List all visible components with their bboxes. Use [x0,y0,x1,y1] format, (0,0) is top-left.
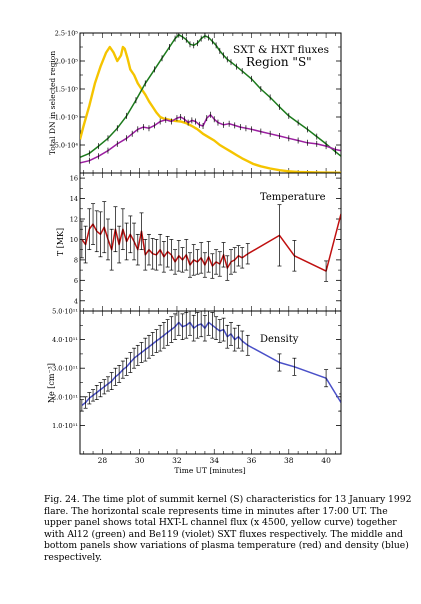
x-tick-label: 28 [98,456,108,465]
density-y-tick-label: 3.0·10¹¹ [52,365,78,373]
density-series [80,311,341,412]
temperature-y-tick-label: 10 [70,236,78,244]
flux-y-tick-label: 1.5·10⁵ [55,86,79,94]
hxt-line [80,45,341,173]
temperature-line [81,213,341,272]
flux-y-tick-label: 5.0·10⁴ [55,142,79,150]
x-tick-label: 36 [247,456,257,465]
x-tick-label: 40 [321,456,331,465]
figure-caption: Fig. 24. The time plot of summit kernel … [44,494,412,563]
flux-y-tick-label: 1.0·10⁵ [55,114,79,122]
temperature-y-tick-label: 4 [74,297,78,305]
density-y-tick-label: 5.0·10¹¹ [52,308,78,316]
density-panel: 1.0·10¹¹ 2.0·10¹¹ 3.0·10¹¹ 4.0·10¹¹ 5.0·10¹¹… [47,308,342,455]
flux-panel-title: SXT & HXT fluxes [233,44,329,56]
x-tick-label: 30 [135,456,145,465]
al12-series [80,33,341,161]
density-panel-title: Density [260,334,299,345]
temperature-series [80,187,341,282]
x-axis-ticks: 28 30 32 34 36 38 40 [98,456,331,465]
x-axis-label: Time UT [minutes] [174,466,245,475]
density-y-tick-label: 2.0·10¹¹ [52,393,78,401]
temperature-y-tick-label: 14 [70,195,78,203]
flux-y-axis-label: Total DN in selected region [48,51,57,155]
x-tick-label: 34 [209,456,219,465]
temperature-y-axis-label: T [MK] [56,228,65,256]
temperature-y-tick-label: 16 [70,175,78,183]
temperature-panel-title: Temperature [260,192,326,203]
density-y-tick-label: 4.0·10¹¹ [52,336,78,344]
density-y-tick-label: 1.0·10¹¹ [52,422,78,430]
density-y-axis-label: Ne [cm⁻³] [47,363,56,403]
density-line [81,321,341,406]
flux-y-tick-label: 2.5·10⁵ [55,30,79,38]
flux-panel: 5.0·10⁴ 1.0·10⁵ 1.5·10⁵ 2.0·10⁵ 2.5·10⁵ SXT … [48,30,342,174]
temperature-y-tick-label: 6 [74,277,78,285]
hxt-series [80,45,341,173]
x-tick-label: 32 [172,456,182,465]
temperature-y-tick-label: 12 [70,216,78,224]
flux-panel-subtitle: Region "S" [246,55,312,69]
be119-line [80,114,341,164]
al12-line [80,33,341,158]
be119-series [80,111,341,166]
flux-y-tick-label: 2.0·10⁵ [55,58,79,66]
temperature-panel: 4 6 8 10 12 14 16 Temperature T [MK] [56,172,342,312]
x-tick-label: 38 [284,456,294,465]
temperature-y-tick-label: 8 [74,256,78,264]
